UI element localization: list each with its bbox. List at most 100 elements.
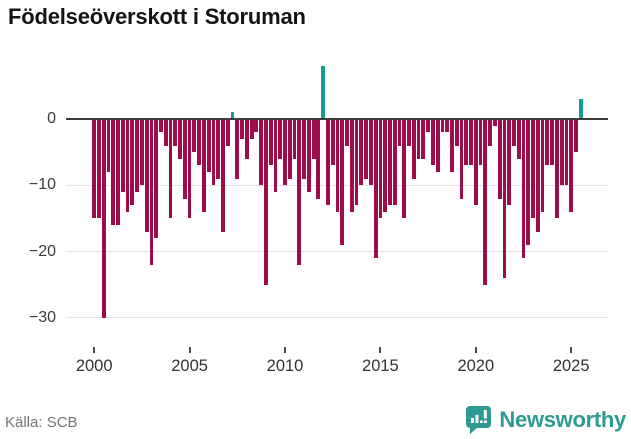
bar-2004Q3: [178, 119, 182, 159]
bar-2007Q2: [230, 112, 235, 119]
bar-2009Q2: [268, 119, 273, 166]
bar-2018Q1: [435, 119, 440, 173]
bar-2019Q4: [469, 119, 473, 166]
bar-2016Q1: [397, 119, 402, 146]
bar-2009Q1: [264, 119, 268, 285]
bar-2013Q4: [354, 119, 359, 206]
bar-2013Q2: [345, 119, 349, 146]
bar-2007Q1: [225, 119, 230, 146]
x-tick-label-2010: 2010: [266, 357, 304, 375]
bar-2024Q2: [554, 119, 559, 219]
x-tick-label-2020: 2020: [457, 357, 495, 375]
bar-2022Q1: [512, 119, 516, 146]
bar-2022Q2: [516, 119, 521, 159]
bar-2016Q3: [407, 119, 411, 146]
bar-2009Q4: [278, 119, 283, 159]
source-label: Källa: SCB: [5, 414, 78, 431]
bar-2008Q2: [249, 119, 254, 139]
bar-2011Q4: [316, 119, 321, 199]
chart-title: Födelseöverskott i Storuman: [8, 4, 306, 29]
x-tick-2000: [93, 347, 96, 353]
bar-2005Q1: [187, 119, 192, 219]
bar-2023Q3: [540, 119, 545, 212]
bar-2002Q1: [130, 119, 135, 206]
bar-2012Q4: [335, 119, 340, 212]
x-tick-label-2025: 2025: [552, 357, 590, 375]
bar-2013Q3: [349, 119, 354, 212]
bar-2016Q2: [402, 119, 407, 219]
bar-2007Q4: [240, 119, 244, 139]
bar-2020Q1: [473, 119, 478, 206]
bar-2001Q1: [111, 119, 116, 226]
bar-2017Q1: [416, 119, 421, 159]
bar-2004Q1: [168, 119, 173, 219]
y-tick-label--20: −20: [28, 242, 56, 260]
x-tick-2025: [570, 347, 573, 353]
bar-2011Q2: [306, 119, 311, 192]
bar-2022Q3: [521, 119, 526, 259]
bar-2009Q3: [273, 119, 278, 192]
bar-2015Q4: [392, 119, 397, 206]
x-tick-label-2000: 2000: [75, 357, 113, 375]
bar-2021Q1: [492, 119, 497, 126]
bar-2002Q4: [144, 119, 149, 232]
bar-2023Q1: [531, 119, 535, 219]
gridline--30: [66, 317, 608, 319]
bar-2021Q4: [507, 119, 512, 206]
bar-2016Q4: [411, 119, 416, 179]
bar-2006Q2: [211, 119, 216, 186]
bar-2020Q3: [483, 119, 488, 285]
bar-2025Q1: [569, 119, 574, 212]
bar-2005Q3: [197, 119, 202, 166]
bar-2014Q1: [359, 119, 364, 186]
x-tick-label-2015: 2015: [362, 357, 399, 375]
bar-2008Q1: [244, 119, 249, 159]
bar-2003Q2: [154, 119, 159, 239]
bar-2012Q3: [330, 119, 335, 166]
bar-2019Q2: [459, 119, 464, 199]
bar-2010Q2: [287, 119, 292, 179]
bar-2006Q4: [221, 119, 225, 232]
bar-2000Q4: [106, 119, 111, 173]
bar-2000Q2: [97, 119, 101, 219]
bar-2017Q3: [426, 119, 430, 133]
x-tick-2015: [379, 347, 382, 353]
bar-2017Q2: [421, 119, 426, 159]
newsworthy-logo: Newsworthy: [465, 405, 626, 434]
bar-2013Q1: [340, 119, 345, 245]
bar-2024Q1: [550, 119, 555, 166]
bar-2020Q4: [488, 119, 492, 146]
bar-2003Q4: [163, 119, 168, 146]
bar-2003Q3: [159, 119, 163, 133]
y-tick-label-0: 0: [47, 110, 56, 127]
y-tick-label--10: −10: [28, 176, 56, 194]
bar-2003Q1: [149, 119, 154, 265]
bar-2001Q2: [116, 119, 120, 226]
y-tick-label--30: −30: [28, 308, 56, 326]
bar-2021Q2: [497, 119, 502, 199]
bar-2018Q2: [440, 119, 445, 133]
zero-axis-line: [66, 118, 608, 120]
bar-2022Q4: [526, 119, 531, 245]
brand-name: Newsworthy: [499, 406, 626, 432]
newsworthy-icon: [466, 406, 492, 434]
bar-2008Q4: [259, 119, 264, 186]
bar-2004Q2: [173, 119, 178, 146]
bar-2014Q4: [373, 119, 378, 259]
x-tick-2010: [284, 347, 286, 353]
x-tick-label-2005: 2005: [171, 357, 208, 375]
bar-2014Q3: [368, 119, 373, 186]
bar-2012Q2: [326, 119, 330, 206]
bar-2014Q2: [364, 119, 368, 179]
bar-2010Q1: [283, 119, 287, 186]
bar-2010Q4: [297, 119, 302, 265]
bar-2025Q2: [574, 119, 578, 153]
bar-2025Q3: [578, 99, 583, 119]
bar-2010Q3: [292, 119, 297, 159]
bar-2006Q1: [206, 119, 211, 173]
bar-2024Q4: [564, 119, 569, 186]
bar-2006Q3: [216, 119, 221, 179]
bar-2008Q3: [254, 119, 259, 133]
bar-2018Q3: [445, 119, 450, 133]
